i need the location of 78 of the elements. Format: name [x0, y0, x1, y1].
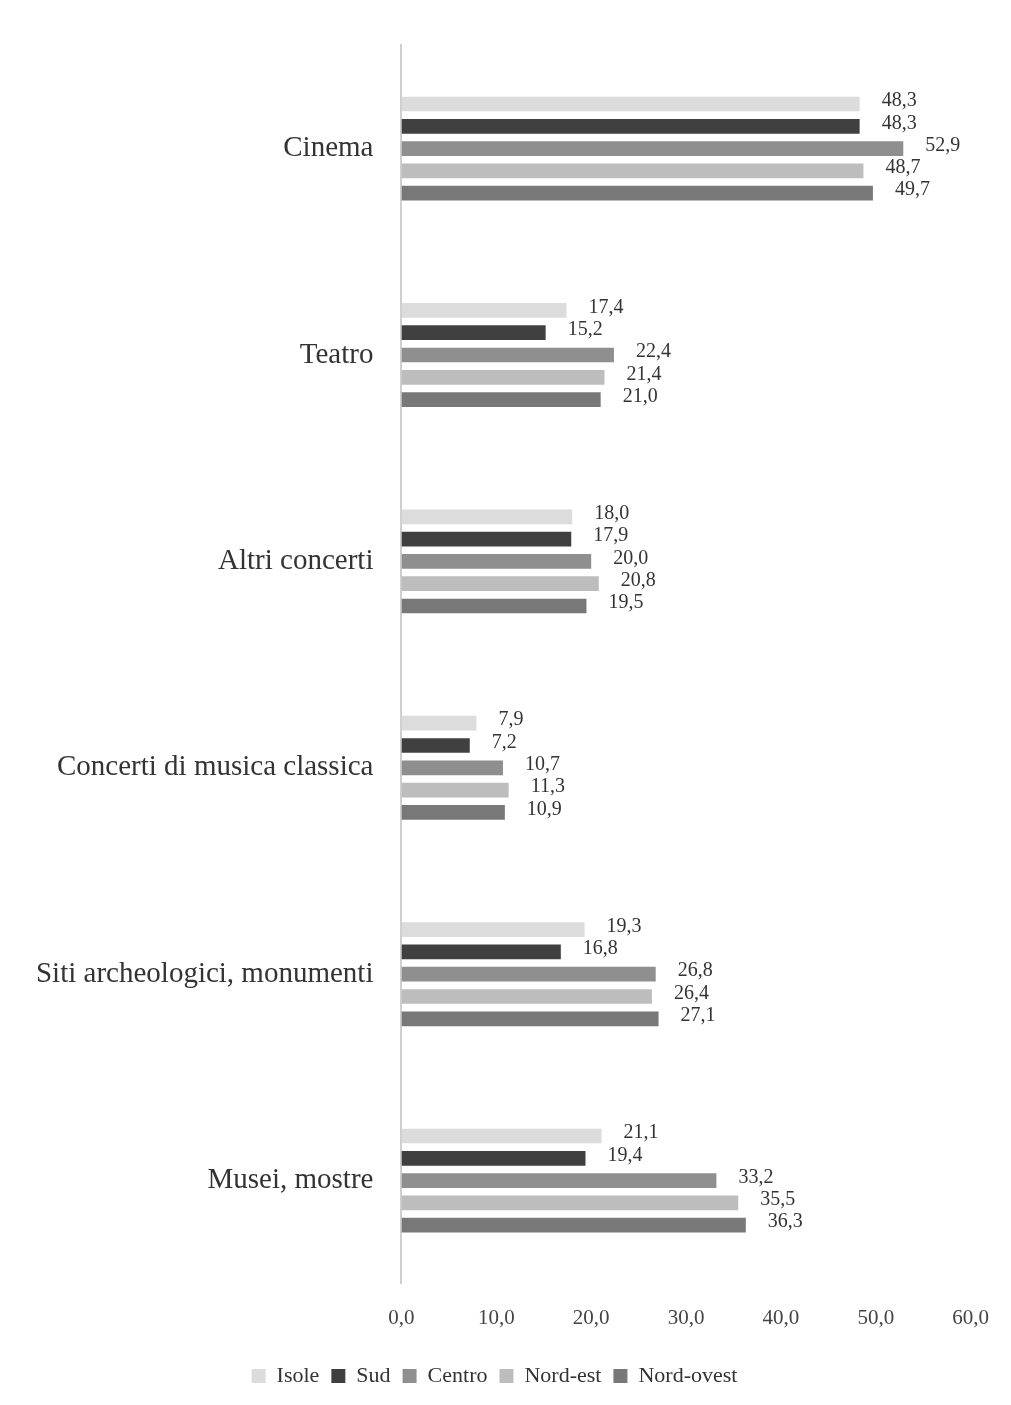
- y-tick-label: Concerti di musica classica: [56, 749, 374, 782]
- data-label: 48,7: [885, 155, 921, 178]
- data-label: 33,2: [738, 1164, 774, 1187]
- bar: [401, 185, 873, 201]
- data-label: 17,4: [588, 294, 624, 317]
- data-label: 27,1: [680, 1003, 716, 1026]
- bar: [401, 782, 509, 798]
- x-tick-label: 10,0: [477, 1304, 515, 1329]
- bar: [401, 738, 470, 753]
- x-tick-label: 40,0: [762, 1304, 800, 1329]
- bar: [401, 141, 904, 156]
- data-label: 17,9: [593, 523, 629, 546]
- bar: [401, 1217, 746, 1233]
- bar: [401, 392, 601, 407]
- data-label: 10,7: [524, 752, 560, 775]
- bar: [401, 1173, 717, 1188]
- data-label: 11,3: [530, 774, 565, 797]
- bar: [401, 303, 567, 318]
- y-tick-label: Altri concerti: [218, 543, 374, 576]
- data-label: 26,4: [673, 980, 709, 1003]
- bar: [401, 509, 573, 525]
- data-label: 15,2: [567, 316, 603, 339]
- data-label: 7,9: [498, 707, 524, 730]
- y-tick-label: Musei, mostre: [207, 1162, 374, 1195]
- data-label: 20,0: [613, 545, 649, 568]
- data-label: 10,9: [526, 796, 562, 819]
- bar: [401, 598, 587, 614]
- bar: [401, 325, 546, 341]
- data-label: 21,4: [626, 361, 662, 384]
- bar: [401, 118, 860, 134]
- data-label: 7,2: [491, 729, 517, 752]
- data-label: 49,7: [894, 177, 930, 200]
- data-label: 48,3: [881, 110, 917, 133]
- bar: [401, 576, 599, 592]
- data-label: 19,5: [608, 590, 644, 613]
- y-tick-label: Siti archeologici, monumenti: [36, 955, 374, 988]
- data-label: 36,3: [767, 1209, 803, 1232]
- bar: [401, 715, 477, 731]
- y-tick-label: Cinema: [283, 130, 374, 163]
- bar: [401, 922, 585, 937]
- bar: [401, 966, 656, 982]
- data-label: 22,4: [635, 339, 671, 362]
- x-tick-label: 30,0: [667, 1304, 705, 1329]
- data-label: 21,0: [622, 383, 658, 406]
- bar: [401, 1195, 739, 1211]
- legend-label: Nord-ovest: [638, 1361, 738, 1387]
- legend-label: Centro: [427, 1361, 488, 1387]
- data-label: 52,9: [925, 132, 961, 155]
- bar: [401, 554, 592, 569]
- bar: [401, 163, 864, 179]
- data-label: 48,3: [881, 88, 917, 111]
- bar: [401, 1011, 659, 1027]
- data-label: 16,8: [582, 936, 618, 959]
- data-label: 18,0: [594, 501, 630, 524]
- data-label: 19,3: [606, 913, 642, 936]
- bar: [401, 944, 561, 960]
- x-tick-label: 60,0: [952, 1304, 989, 1329]
- data-label: 26,8: [677, 958, 713, 981]
- x-tick-label: 0,0: [388, 1304, 415, 1329]
- legend-label: Nord-est: [524, 1361, 602, 1387]
- data-label: 19,4: [607, 1142, 643, 1165]
- legend-label: Isole: [276, 1361, 320, 1387]
- bar: [401, 531, 572, 547]
- bar: [401, 805, 505, 820]
- bar: [401, 369, 605, 385]
- x-tick-label: 20,0: [572, 1304, 610, 1329]
- data-label: 35,5: [760, 1187, 796, 1210]
- y-tick-label: Teatro: [299, 336, 374, 369]
- bar: [401, 347, 614, 363]
- data-label: 21,1: [623, 1120, 659, 1143]
- bar: [401, 1150, 586, 1166]
- bar: [401, 1128, 602, 1144]
- bar: [401, 989, 652, 1004]
- x-tick-label: 50,0: [857, 1304, 895, 1329]
- data-label: 20,8: [620, 567, 656, 590]
- bar: [401, 96, 860, 112]
- bar: [401, 760, 503, 776]
- legend-label: Sud: [356, 1361, 391, 1387]
